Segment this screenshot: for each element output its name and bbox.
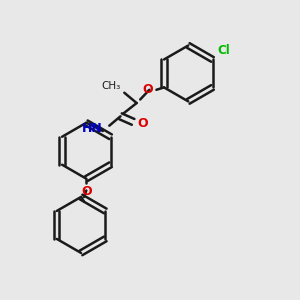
Text: CH₃: CH₃	[101, 81, 121, 91]
Text: O: O	[81, 185, 92, 198]
Text: Cl: Cl	[217, 44, 230, 57]
Text: HN: HN	[82, 122, 103, 135]
Text: O: O	[137, 117, 148, 130]
Text: O: O	[142, 83, 153, 96]
